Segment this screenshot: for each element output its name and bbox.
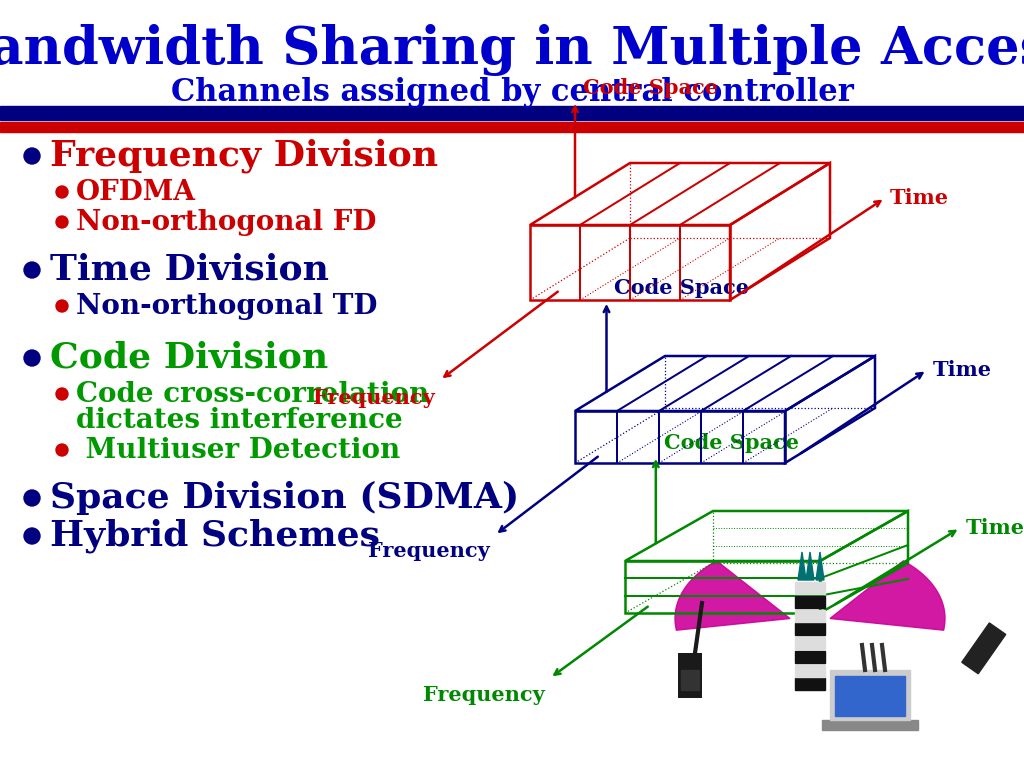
Circle shape	[56, 186, 68, 198]
Text: Code Space: Code Space	[664, 433, 799, 453]
Text: Frequency: Frequency	[313, 388, 435, 408]
Text: Code Space: Code Space	[614, 278, 750, 298]
Bar	[795, 596, 825, 608]
Circle shape	[24, 148, 40, 164]
Circle shape	[56, 300, 68, 312]
Bar	[795, 610, 825, 622]
Text: Frequency Division: Frequency Division	[50, 139, 438, 174]
Text: Non-orthogonal TD: Non-orthogonal TD	[76, 293, 378, 319]
Circle shape	[56, 444, 68, 456]
Polygon shape	[816, 552, 824, 580]
Polygon shape	[830, 561, 945, 631]
Text: Channels assigned by central controller: Channels assigned by central controller	[171, 78, 853, 108]
Polygon shape	[798, 552, 806, 580]
Text: Code cross-correlation: Code cross-correlation	[76, 380, 429, 408]
Bar	[0, 106, 1024, 120]
Bar	[795, 623, 825, 635]
Text: OFDMA: OFDMA	[76, 178, 196, 206]
Circle shape	[24, 262, 40, 278]
Bar	[678, 653, 702, 698]
Bar	[835, 676, 905, 716]
Bar	[795, 678, 825, 690]
Bar	[822, 720, 918, 730]
Text: Time Division: Time Division	[50, 253, 329, 287]
Bar	[795, 582, 825, 594]
Circle shape	[24, 350, 40, 366]
Text: dictates interference: dictates interference	[76, 406, 402, 433]
Text: Space Division (SDMA): Space Division (SDMA)	[50, 481, 519, 515]
Text: Bandwidth Sharing in Multiple Access: Bandwidth Sharing in Multiple Access	[0, 24, 1024, 76]
Bar	[0, 122, 1024, 132]
Circle shape	[24, 490, 40, 506]
Circle shape	[24, 528, 40, 544]
Text: Code Division: Code Division	[50, 341, 329, 375]
Text: Non-orthogonal FD: Non-orthogonal FD	[76, 208, 377, 236]
Text: Time: Time	[890, 188, 949, 208]
Polygon shape	[806, 552, 814, 580]
Bar	[795, 665, 825, 677]
Text: Hybrid Schemes: Hybrid Schemes	[50, 518, 380, 553]
Polygon shape	[675, 561, 790, 631]
Text: Time: Time	[933, 360, 992, 380]
Text: Frequency: Frequency	[423, 685, 545, 705]
Text: Code Space: Code Space	[583, 78, 718, 98]
Text: Frequency: Frequency	[369, 541, 490, 561]
Bar	[795, 637, 825, 649]
Text: Time: Time	[966, 518, 1024, 538]
Polygon shape	[962, 623, 1006, 674]
Text: Multiuser Detection: Multiuser Detection	[76, 436, 400, 464]
Bar	[681, 670, 699, 690]
Bar	[795, 651, 825, 663]
Circle shape	[56, 388, 68, 400]
Circle shape	[56, 216, 68, 228]
Bar	[830, 670, 910, 720]
